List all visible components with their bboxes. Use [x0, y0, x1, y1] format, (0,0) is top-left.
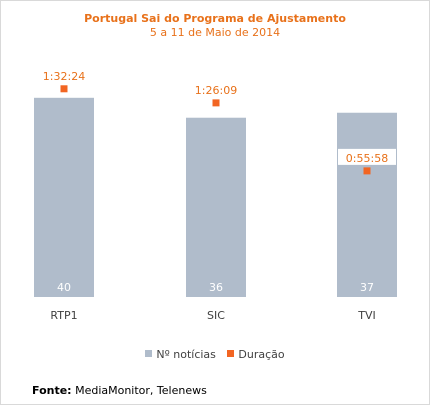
chart-subtitle: 5 a 11 de Maio de 2014 [149, 26, 281, 39]
source-note: Fonte: MediaMonitor, Telenews [32, 384, 207, 397]
duration-label: 1:32:24 [43, 70, 85, 83]
legend-label-news-count: Nº notícias [156, 348, 216, 361]
duration-label: 1:26:09 [195, 84, 237, 97]
legend-item-news-count: Nº notícias [145, 348, 216, 361]
category-label: TVI [357, 309, 376, 322]
duration-marker [60, 85, 68, 93]
legend-swatch-markers [227, 350, 235, 357]
source-label: Fonte: [32, 384, 72, 397]
category-label: RTP1 [50, 309, 77, 322]
legend-item-duration: Duração [227, 348, 285, 361]
bar-tvi [337, 112, 397, 298]
duration-label-background [35, 66, 93, 83]
legend-swatch-bars [145, 350, 153, 357]
category-label: SIC [207, 309, 225, 322]
bar-value-label: 40 [57, 281, 71, 294]
source-text: MediaMonitor, Telenews [75, 384, 207, 397]
bar-value-label: 36 [209, 281, 223, 294]
chart-title: Portugal Sai do Programa de Ajustamento [84, 12, 346, 25]
bar-value-label: 37 [360, 281, 374, 294]
legend-label-duration: Duração [238, 348, 285, 361]
duration-marker [212, 99, 220, 107]
duration-marker [363, 167, 371, 175]
bar-rtp1 [34, 97, 94, 297]
chart-plot: 40 RTP1 1:32:24 36 SIC 1:26:09 37 TVI 0:55:58 [34, 66, 397, 322]
duration-label-background [338, 148, 396, 165]
chart-legend: Nº notícias Duração [0, 348, 430, 361]
duration-label: 0:55:58 [346, 152, 388, 165]
bar-sic [186, 117, 246, 297]
duration-label-background [187, 80, 245, 97]
